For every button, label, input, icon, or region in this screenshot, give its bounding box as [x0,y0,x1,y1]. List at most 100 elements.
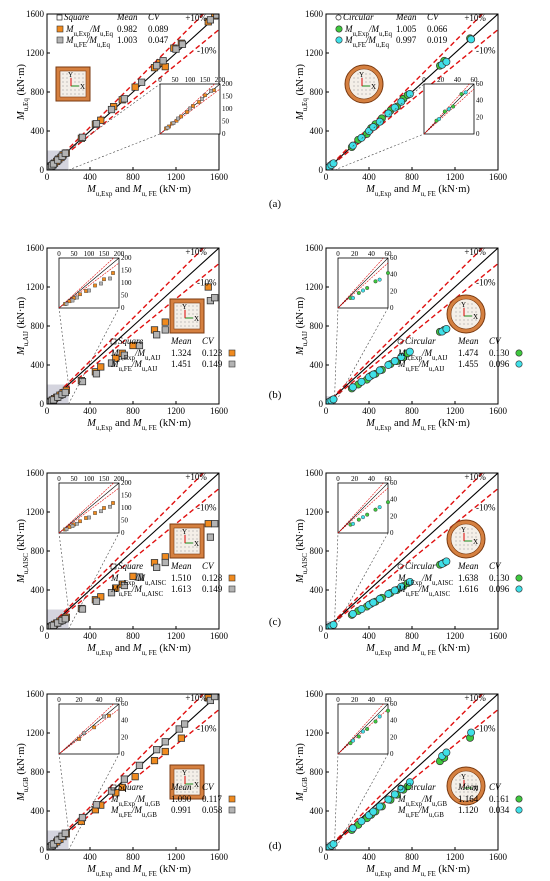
concrete-dot [192,534,194,536]
concrete-dot [467,311,469,313]
x-tick-label: 0 [324,406,329,416]
inset-point [111,271,115,275]
legend-mean-value: 1.324 [171,348,192,358]
panel-row-label: (a) [269,198,282,210]
inset-x-tick: 50 [172,76,180,84]
label-part: u,FE [353,41,366,49]
inset-x-tick: 0 [158,76,162,84]
x-tick-label: 800 [405,852,419,862]
concrete-dot [459,307,461,309]
legend-cv-value: 0.161 [489,794,509,804]
minus10-line [326,29,498,170]
y-tick-label: 400 [310,360,324,370]
minus10-line [326,488,498,629]
inset-point [361,288,366,293]
concrete-dot [192,791,194,793]
y-tick-label: 800 [31,767,45,777]
label-part: M [110,584,119,594]
plus10-line [47,694,204,850]
inset-point [67,525,72,529]
label-part: (kN·m) [295,64,306,99]
label-part: u, FE [142,649,157,657]
inset-equality-line [58,482,120,534]
inset-point [209,89,213,93]
inset-x-tick: 0 [57,475,61,483]
concrete-dot [184,550,186,552]
concrete-dot [475,544,477,546]
concrete-dot [365,93,367,95]
concrete-dot [471,303,473,305]
concrete-dot [467,303,469,305]
concrete-dot [196,530,198,532]
inset-x-tick: 0 [57,696,61,704]
legend-series-label: Mu,FE/Mu,GB [397,805,444,819]
label-part: u, FE [421,190,436,198]
inset-equality-line [337,703,389,755]
y-tick-label: 400 [310,806,324,816]
concrete-dot [353,77,355,79]
concrete-dot [74,77,76,79]
data-point [135,761,144,769]
data-point [107,359,116,367]
concrete-dot [184,321,186,323]
zoom-connector [334,133,425,171]
inset-point [212,88,216,93]
concrete-dot [192,530,194,532]
legend-cv-heading: CV [202,336,215,346]
concrete-dot [176,530,178,532]
label-part: M [86,418,97,429]
x-tick-label: 1200 [446,631,465,641]
label-part: M [65,35,74,45]
label-part: /M [131,359,143,369]
legend-mean-value: 1.120 [458,805,479,815]
concrete-dot [467,536,469,538]
concrete-dot [459,528,461,530]
legend-series-label: Mu,Exp/Mu,AIJ [110,348,161,362]
label-part: u,Exp [96,190,113,198]
concrete-dot [74,81,76,83]
concrete-dot [180,313,182,315]
data-point [348,609,357,618]
concrete-dot [459,787,461,789]
concrete-dot [357,93,359,95]
data-point [204,283,212,291]
inset-x-tick: 200 [215,76,226,84]
legend-series-label: Mu,Exp/Mu,Eq [344,24,393,38]
inset-y-tick: 0 [390,529,394,537]
label-part: u,Exp [96,649,113,657]
y-tick-label: 1600 [305,689,324,699]
concrete-dot [176,317,178,319]
legend-marker [228,349,236,357]
x-tick-label: 1600 [489,631,508,641]
minus10-label: -10% [476,503,496,513]
equality-line [47,694,219,850]
label-part: /M [86,35,98,45]
concrete-dot [180,783,182,785]
legend-cv-value: 0.130 [489,573,510,583]
concrete-dot [467,795,469,797]
label-part: u,Exp [375,424,392,432]
concrete-dot [180,779,182,781]
data-point [107,105,116,114]
data-point [120,581,128,590]
plus10-label: +10% [464,472,486,482]
label-part: M [110,348,119,358]
data-point [329,620,338,629]
label-part: u,Eq [100,30,114,38]
inset-point [373,279,378,284]
concrete-dot [188,775,190,777]
legend-mean-value: 0.982 [117,24,137,34]
inset-point [437,116,442,121]
data-point [161,63,169,71]
data-point [206,16,214,24]
y-axis-label: Mu,GB (kN·m) [295,743,309,802]
data-point [390,103,399,112]
concrete-dot [475,540,477,542]
concrete-dot [188,787,190,789]
inset-y-tick: 100 [222,105,233,113]
label-part: M [295,573,306,584]
concrete-dot [78,89,80,91]
concrete-dot [471,319,473,321]
